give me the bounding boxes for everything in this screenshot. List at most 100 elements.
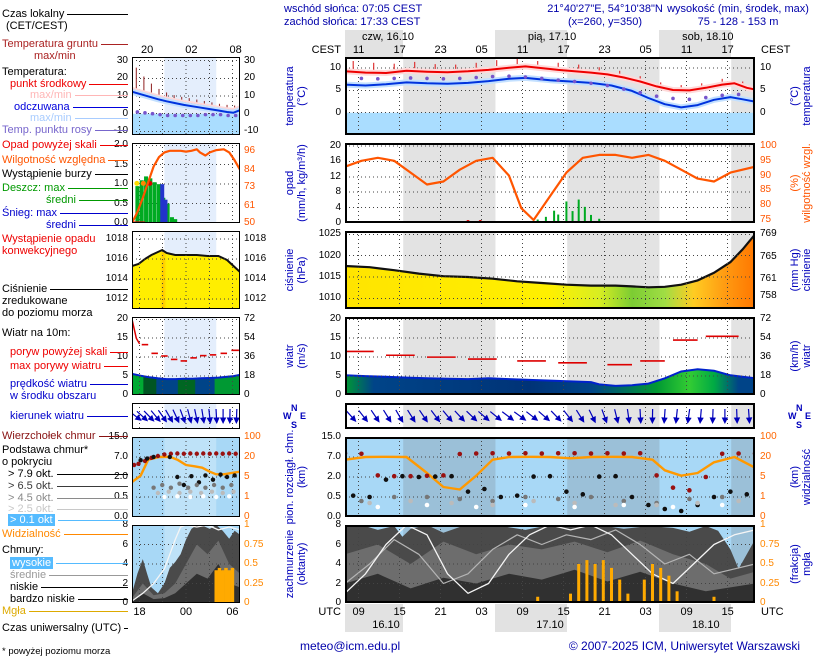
timezone-label: UTC xyxy=(318,606,341,618)
compass-letter: W xyxy=(788,411,797,421)
legend-item: konwekcyjnego xyxy=(2,245,128,257)
contact-email[interactable]: meteo@icm.edu.pl xyxy=(300,639,401,653)
hour-label: 11 xyxy=(516,44,529,56)
legend-item: odczuwana xyxy=(14,101,128,113)
axis-tick-label: 0.25 xyxy=(760,577,780,589)
legend-label: max porywy wiatru xyxy=(10,360,102,372)
axis-tick-label: 20 xyxy=(116,72,128,84)
hour-label: 03 xyxy=(639,606,652,618)
panel-mini-precipitation xyxy=(131,143,241,224)
legend-connector-line xyxy=(77,598,128,600)
axis-tick-label: 0.5 xyxy=(327,491,341,502)
axis-tick-label: 72 xyxy=(244,313,256,325)
axis-tick-label: 2.0 xyxy=(114,471,128,482)
legend-label: > 0.1 okt xyxy=(8,514,55,526)
legend-item: Temperatura: xyxy=(2,66,128,78)
hour-label: 09 xyxy=(680,606,693,618)
date-label: pią, 17.10 xyxy=(527,31,577,43)
legend-item: do poziomu morza xyxy=(2,307,128,319)
legend-connector-line xyxy=(78,199,128,201)
strip-band xyxy=(659,30,732,57)
legend-item: średnie xyxy=(10,569,128,581)
legend-connector-line xyxy=(63,533,128,535)
legend-label: Mgła xyxy=(2,605,26,617)
timezone-label: CEST xyxy=(311,44,341,56)
strip-band xyxy=(495,604,568,632)
legend-item: * powyżej poziomu morza xyxy=(2,646,128,658)
hour-label: 21 xyxy=(434,606,447,618)
legend-label: odczuwana xyxy=(14,101,70,113)
compass-letter: S xyxy=(291,420,298,430)
legend-label: Temp. punktu rosy xyxy=(2,124,92,136)
legend-label: Temperatura: xyxy=(2,66,67,78)
hour-label: 23 xyxy=(434,44,447,56)
legend-item: Wystąpienie burzy xyxy=(2,168,128,180)
axis-tick-label: 0.0 xyxy=(114,511,128,522)
legend-item: > 4.5 okt. xyxy=(8,492,128,504)
panel-temperature xyxy=(343,57,757,135)
axis-tick-label: 2.0 xyxy=(327,471,341,482)
panel-clouds xyxy=(342,437,758,517)
axis-tick-label: 4 xyxy=(335,558,341,569)
axis-title: (frakcja) mgła xyxy=(789,544,813,584)
panel-mini-wind-svg xyxy=(131,317,241,395)
axis-tick-label: 0 xyxy=(335,389,341,400)
axis-tick-label: 8 xyxy=(335,186,341,198)
axis-tick-label: 84 xyxy=(244,163,256,175)
panel-precipitation-svg xyxy=(344,143,756,224)
legend-label: Czas uniwersalny (UTC) xyxy=(2,622,122,634)
axis-tick-label: 8 xyxy=(335,519,341,530)
axis-tick-label: 1014 xyxy=(244,273,267,284)
legend-item: o pokryciu xyxy=(2,456,128,468)
hour-label: 09 xyxy=(352,606,365,618)
panel-mini-cloud-cover xyxy=(131,524,241,603)
axis-tick-label: 15 xyxy=(116,332,128,344)
legend-label: > 2.5 okt. xyxy=(8,503,54,515)
legend-label: Wystąpienie opadu xyxy=(2,233,96,245)
sunset-time: zachód słońca: 17:33 CEST xyxy=(284,16,421,28)
legend-item: Widzialność xyxy=(2,528,128,540)
axis-tick-label: 10 xyxy=(329,351,341,363)
axis-tick-label: 95 xyxy=(760,154,772,166)
axis-tick-label: 50 xyxy=(244,217,256,228)
axis-tick-label: 15.0 xyxy=(108,431,128,442)
axis-tick-label: 10 xyxy=(329,62,341,74)
panel-wind-direction xyxy=(345,403,755,429)
legend-item: > 6.5 okt. xyxy=(8,480,128,492)
legend-label: Opad powyżej skali xyxy=(2,139,97,151)
legend-connector-line xyxy=(94,129,128,131)
axis-tick-label: 1 xyxy=(244,519,250,530)
axis-tick-label: 12 xyxy=(329,170,341,182)
axis-tick-label: 0 xyxy=(244,597,250,608)
axis-tick-label: 90 xyxy=(760,169,772,181)
sun-times: wschód słońca: 07:05 CEST zachód słońca:… xyxy=(284,3,484,29)
hour-label: 02 xyxy=(185,44,198,56)
panel-mini-temperature-svg xyxy=(131,57,242,135)
axis-tick-label: 1015 xyxy=(318,271,341,283)
panel-mini-clouds xyxy=(131,437,241,517)
legend-item: punkt środkowy xyxy=(10,78,128,90)
legend-connector-line xyxy=(104,365,128,367)
axis-tick-label: 1014 xyxy=(105,273,128,284)
axis-tick-label: 5 xyxy=(760,471,766,482)
legend-label: Wierzchołek chmur xyxy=(2,430,96,442)
legend-item: średni xyxy=(46,219,128,231)
date-label: 16.10 xyxy=(372,619,400,631)
compass-letter: E xyxy=(300,411,307,421)
axis-tick-label: 0 xyxy=(760,597,766,608)
axis-tick-label: 96 xyxy=(244,144,256,156)
axis-tick-label: 0.5 xyxy=(114,491,128,502)
legend-connector-line xyxy=(78,224,128,226)
panel-mini-wind-direction-svg xyxy=(129,403,240,429)
panel-pressure xyxy=(344,231,756,309)
axis-tick-label: 100 xyxy=(760,139,777,151)
axis-tick-label: 15 xyxy=(329,332,341,344)
legend-item: max/min xyxy=(34,50,128,62)
legend-label: konwekcyjnego xyxy=(2,245,78,257)
legend-item: (CET/CEST) xyxy=(6,20,128,32)
strip-band xyxy=(345,30,404,57)
axis-tick-label: 4 xyxy=(335,201,341,213)
axis-tick-label: 30 xyxy=(244,54,256,66)
legend-item: > 2.5 okt. xyxy=(8,503,128,515)
legend-item: niskie xyxy=(10,581,128,593)
